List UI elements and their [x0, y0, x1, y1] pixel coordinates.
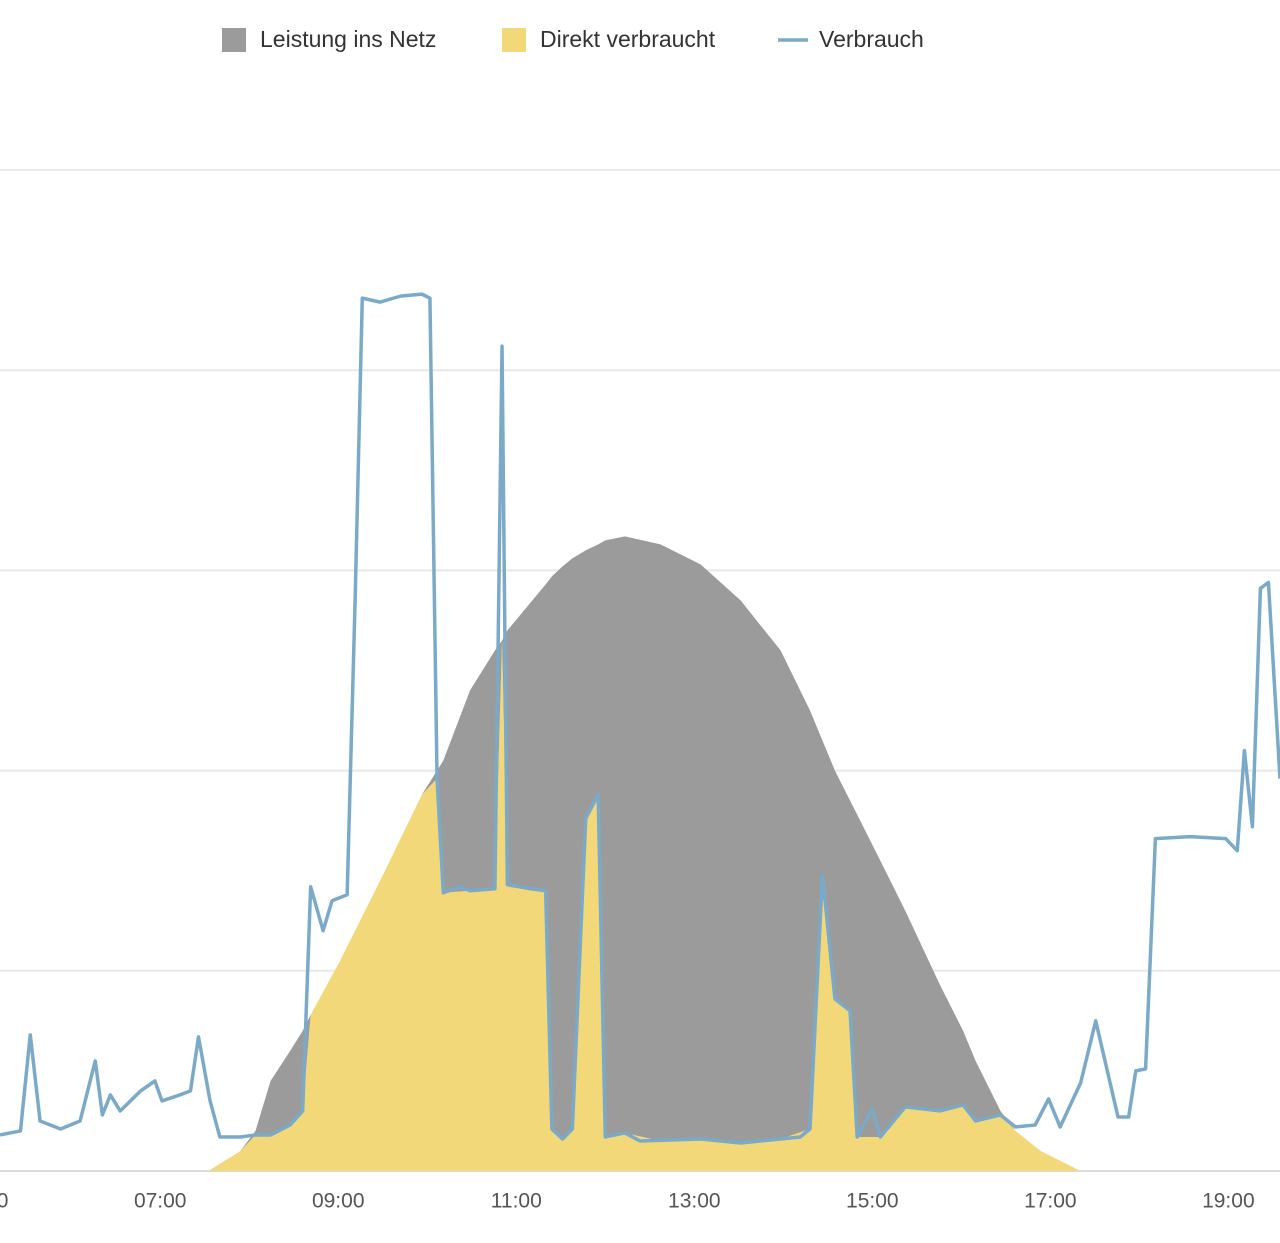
x-tick-label: 13:00	[668, 1190, 721, 1213]
x-tick-label: 09:00	[312, 1190, 365, 1213]
x-tick-label: 19:00	[1202, 1190, 1255, 1213]
area	[208, 536, 1081, 1171]
line	[0, 292, 1280, 1145]
lines	[0, 292, 1280, 1145]
x-axis: 05:00 07:00 09:00 11:00 13:00 15:00 17:00 19:00	[0, 1190, 1255, 1213]
legend-label[interactable]: Verbrauch	[819, 26, 924, 52]
x-tick-label: 17:00	[1024, 1190, 1077, 1213]
legend-swatch	[222, 28, 246, 52]
legend-label[interactable]: Direkt verbraucht	[540, 26, 716, 52]
x-tick-label: 15:00	[846, 1190, 899, 1213]
x-tick-label: 07:00	[134, 1190, 187, 1213]
legend: Leistung ins Netz Direkt verbraucht Verbra…	[222, 26, 924, 52]
legend-swatch	[502, 28, 526, 52]
area	[208, 640, 1081, 1171]
x-tick-label: 11:00	[491, 1190, 542, 1213]
areas	[208, 536, 1081, 1171]
x-tick-label: 05:00	[0, 1190, 8, 1213]
legend-label[interactable]: Leistung ins Netz	[260, 26, 436, 52]
